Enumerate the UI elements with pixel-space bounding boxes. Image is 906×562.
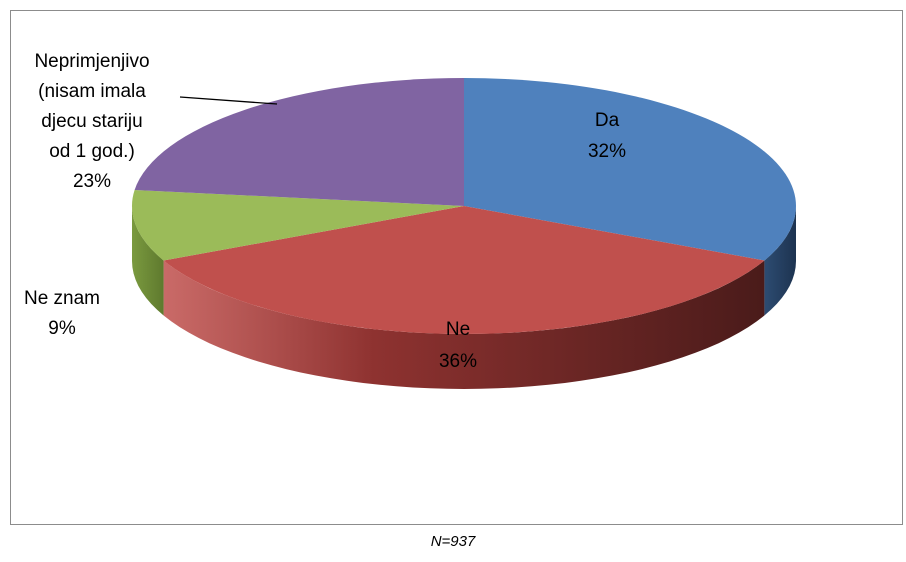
data-label-line: 32% bbox=[588, 141, 626, 162]
pie-side-ne bbox=[132, 206, 164, 316]
pie-side-ne bbox=[163, 260, 765, 389]
data-label-line: djecu stariju bbox=[41, 111, 142, 132]
pie-slice-ne bbox=[131, 190, 464, 261]
data-label-line: 23% bbox=[73, 171, 111, 192]
data-label-ne: Ne 36% bbox=[439, 319, 477, 372]
pie-depth bbox=[132, 206, 796, 389]
data-label-line: Da bbox=[595, 110, 620, 131]
pie-slice-da bbox=[464, 78, 796, 261]
data-label-line: Ne znam bbox=[24, 288, 100, 309]
pie-slice-ne bbox=[163, 206, 765, 334]
data-label-line: 36% bbox=[439, 351, 477, 372]
leader-line bbox=[179, 96, 278, 105]
data-label-line: Ne bbox=[446, 319, 470, 340]
data-label-ne: Ne znam 9% bbox=[24, 288, 100, 339]
pie-side-da bbox=[764, 206, 796, 316]
data-label-line: od 1 god.) bbox=[49, 141, 135, 162]
footnote: N=937 bbox=[430, 533, 476, 550]
pie-slice-neprimjenjivo bbox=[134, 78, 464, 206]
data-label-neprimjenjivo: Neprimjenjivo (nisam imala djecu stariju od… bbox=[34, 51, 149, 192]
pie-slices bbox=[131, 78, 796, 334]
data-label-line: 9% bbox=[48, 318, 76, 339]
data-labels: Da 32% Ne 36% Ne znam 9% Neprimjenjivo (nisam i… bbox=[24, 51, 626, 372]
data-label-line: Neprimjenjivo bbox=[34, 51, 149, 72]
data-label-da: Da 32% bbox=[588, 110, 626, 162]
data-label-line: (nisam imala bbox=[38, 81, 146, 102]
